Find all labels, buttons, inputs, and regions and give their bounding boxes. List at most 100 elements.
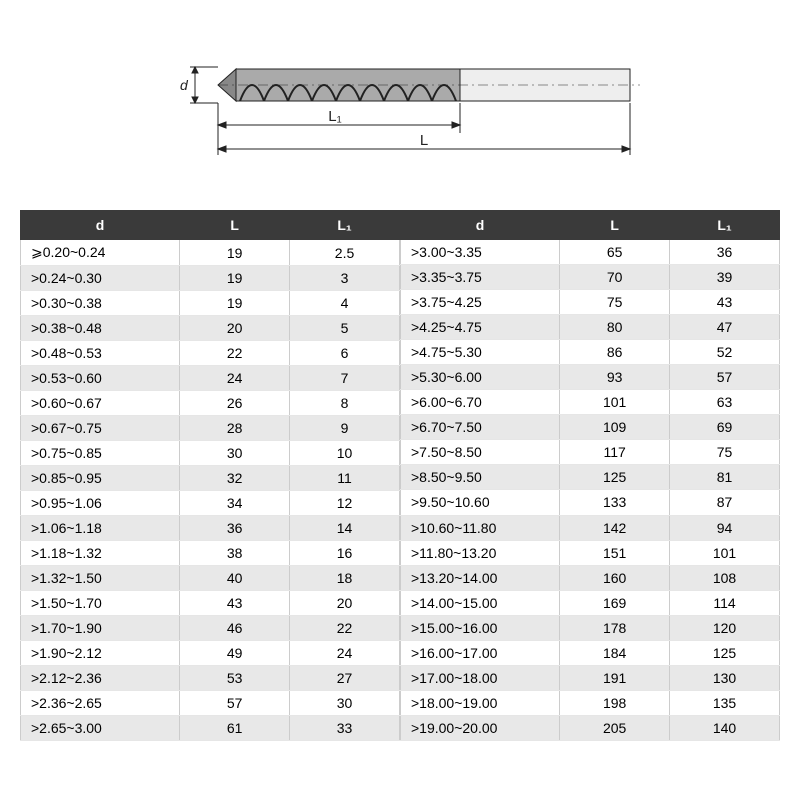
table-row: >0.85~0.953211 <box>21 466 400 491</box>
table-row: >0.60~0.67268 <box>21 391 400 416</box>
table-header-row: d L L₁ <box>401 211 780 240</box>
cell-l: 19 <box>180 266 290 291</box>
cell-l1: 7 <box>290 366 400 391</box>
table-row: >10.60~11.8014294 <box>401 515 780 540</box>
spec-table-left: d L L₁ ⩾0.20~0.24192.5>0.24~0.30193>0.30… <box>20 210 400 741</box>
cell-l1: 63 <box>670 390 780 415</box>
table-row: >0.67~0.75289 <box>21 416 400 441</box>
cell-d: ⩾0.20~0.24 <box>21 240 180 266</box>
cell-l1: 36 <box>670 240 780 265</box>
cell-d: >9.50~10.60 <box>401 490 560 515</box>
cell-l1: 75 <box>670 440 780 465</box>
table-header-row: d L L₁ <box>21 211 400 240</box>
cell-l1: 14 <box>290 516 400 541</box>
cell-l: 151 <box>560 540 670 565</box>
spec-tables: d L L₁ ⩾0.20~0.24192.5>0.24~0.30193>0.30… <box>20 210 780 741</box>
table-row: >6.00~6.7010163 <box>401 390 780 415</box>
cell-d: >0.95~1.06 <box>21 491 180 516</box>
cell-l: 26 <box>180 391 290 416</box>
table-row: >19.00~20.00205140 <box>401 715 780 740</box>
table-row: >6.70~7.5010969 <box>401 415 780 440</box>
cell-l1: 47 <box>670 315 780 340</box>
cell-d: >0.75~0.85 <box>21 441 180 466</box>
cell-l1: 10 <box>290 441 400 466</box>
cell-d: >0.85~0.95 <box>21 466 180 491</box>
cell-l: 34 <box>180 491 290 516</box>
table-row: >14.00~15.00169114 <box>401 590 780 615</box>
cell-d: >10.60~11.80 <box>401 515 560 540</box>
cell-d: >1.32~1.50 <box>21 566 180 591</box>
cell-d: >3.35~3.75 <box>401 265 560 290</box>
cell-d: >0.48~0.53 <box>21 341 180 366</box>
cell-l1: 69 <box>670 415 780 440</box>
cell-l1: 4 <box>290 291 400 316</box>
cell-l1: 130 <box>670 665 780 690</box>
cell-l: 19 <box>180 240 290 266</box>
cell-l: 46 <box>180 616 290 641</box>
cell-d: >1.90~2.12 <box>21 641 180 666</box>
cell-d: >14.00~15.00 <box>401 590 560 615</box>
cell-l: 40 <box>180 566 290 591</box>
cell-l: 49 <box>180 641 290 666</box>
cell-d: >2.36~2.65 <box>21 691 180 716</box>
table-row: >2.36~2.655730 <box>21 691 400 716</box>
col-header-l1: L₁ <box>670 211 780 240</box>
cell-l1: 24 <box>290 641 400 666</box>
dim-label-l: L <box>420 132 428 149</box>
cell-d: >17.00~18.00 <box>401 665 560 690</box>
table-row: >0.95~1.063412 <box>21 491 400 516</box>
cell-l1: 12 <box>290 491 400 516</box>
cell-l1: 3 <box>290 266 400 291</box>
cell-l1: 125 <box>670 640 780 665</box>
cell-l: 19 <box>180 291 290 316</box>
cell-d: >0.67~0.75 <box>21 416 180 441</box>
cell-l: 24 <box>180 366 290 391</box>
table-row: >4.25~4.758047 <box>401 315 780 340</box>
cell-l1: 43 <box>670 290 780 315</box>
cell-l1: 27 <box>290 666 400 691</box>
cell-l1: 18 <box>290 566 400 591</box>
table-row: >9.50~10.6013387 <box>401 490 780 515</box>
cell-l1: 135 <box>670 690 780 715</box>
cell-l: 70 <box>560 265 670 290</box>
cell-l: 61 <box>180 716 290 741</box>
table-row: >2.12~2.365327 <box>21 666 400 691</box>
cell-d: >1.70~1.90 <box>21 616 180 641</box>
cell-d: >0.30~0.38 <box>21 291 180 316</box>
table-row: >17.00~18.00191130 <box>401 665 780 690</box>
cell-l: 22 <box>180 341 290 366</box>
drill-svg: d <box>140 25 660 175</box>
cell-l1: 120 <box>670 615 780 640</box>
table-row: >1.18~1.323816 <box>21 541 400 566</box>
cell-l: 38 <box>180 541 290 566</box>
cell-l1: 114 <box>670 590 780 615</box>
cell-l: 32 <box>180 466 290 491</box>
cell-d: >6.70~7.50 <box>401 415 560 440</box>
table-row: >16.00~17.00184125 <box>401 640 780 665</box>
table-row: >0.48~0.53226 <box>21 341 400 366</box>
table-row: >0.38~0.48205 <box>21 316 400 341</box>
cell-d: >1.06~1.18 <box>21 516 180 541</box>
cell-l1: 39 <box>670 265 780 290</box>
cell-d: >18.00~19.00 <box>401 690 560 715</box>
cell-d: >1.18~1.32 <box>21 541 180 566</box>
table-row: ⩾0.20~0.24192.5 <box>21 240 400 266</box>
cell-l: 36 <box>180 516 290 541</box>
table-row: >1.50~1.704320 <box>21 591 400 616</box>
cell-d: >1.50~1.70 <box>21 591 180 616</box>
cell-d: >7.50~8.50 <box>401 440 560 465</box>
spec-table-right: d L L₁ >3.00~3.356536>3.35~3.757039>3.75… <box>400 210 780 741</box>
cell-d: >13.20~14.00 <box>401 565 560 590</box>
table-row: >1.70~1.904622 <box>21 616 400 641</box>
cell-d: >16.00~17.00 <box>401 640 560 665</box>
cell-d: >0.38~0.48 <box>21 316 180 341</box>
drill-bit-icon <box>218 69 640 101</box>
cell-l1: 33 <box>290 716 400 741</box>
cell-l1: 87 <box>670 490 780 515</box>
table-row: >0.30~0.38194 <box>21 291 400 316</box>
cell-d: >4.75~5.30 <box>401 340 560 365</box>
cell-l: 57 <box>180 691 290 716</box>
table-row: >11.80~13.20151101 <box>401 540 780 565</box>
table-row: >4.75~5.308652 <box>401 340 780 365</box>
cell-d: >15.00~16.00 <box>401 615 560 640</box>
